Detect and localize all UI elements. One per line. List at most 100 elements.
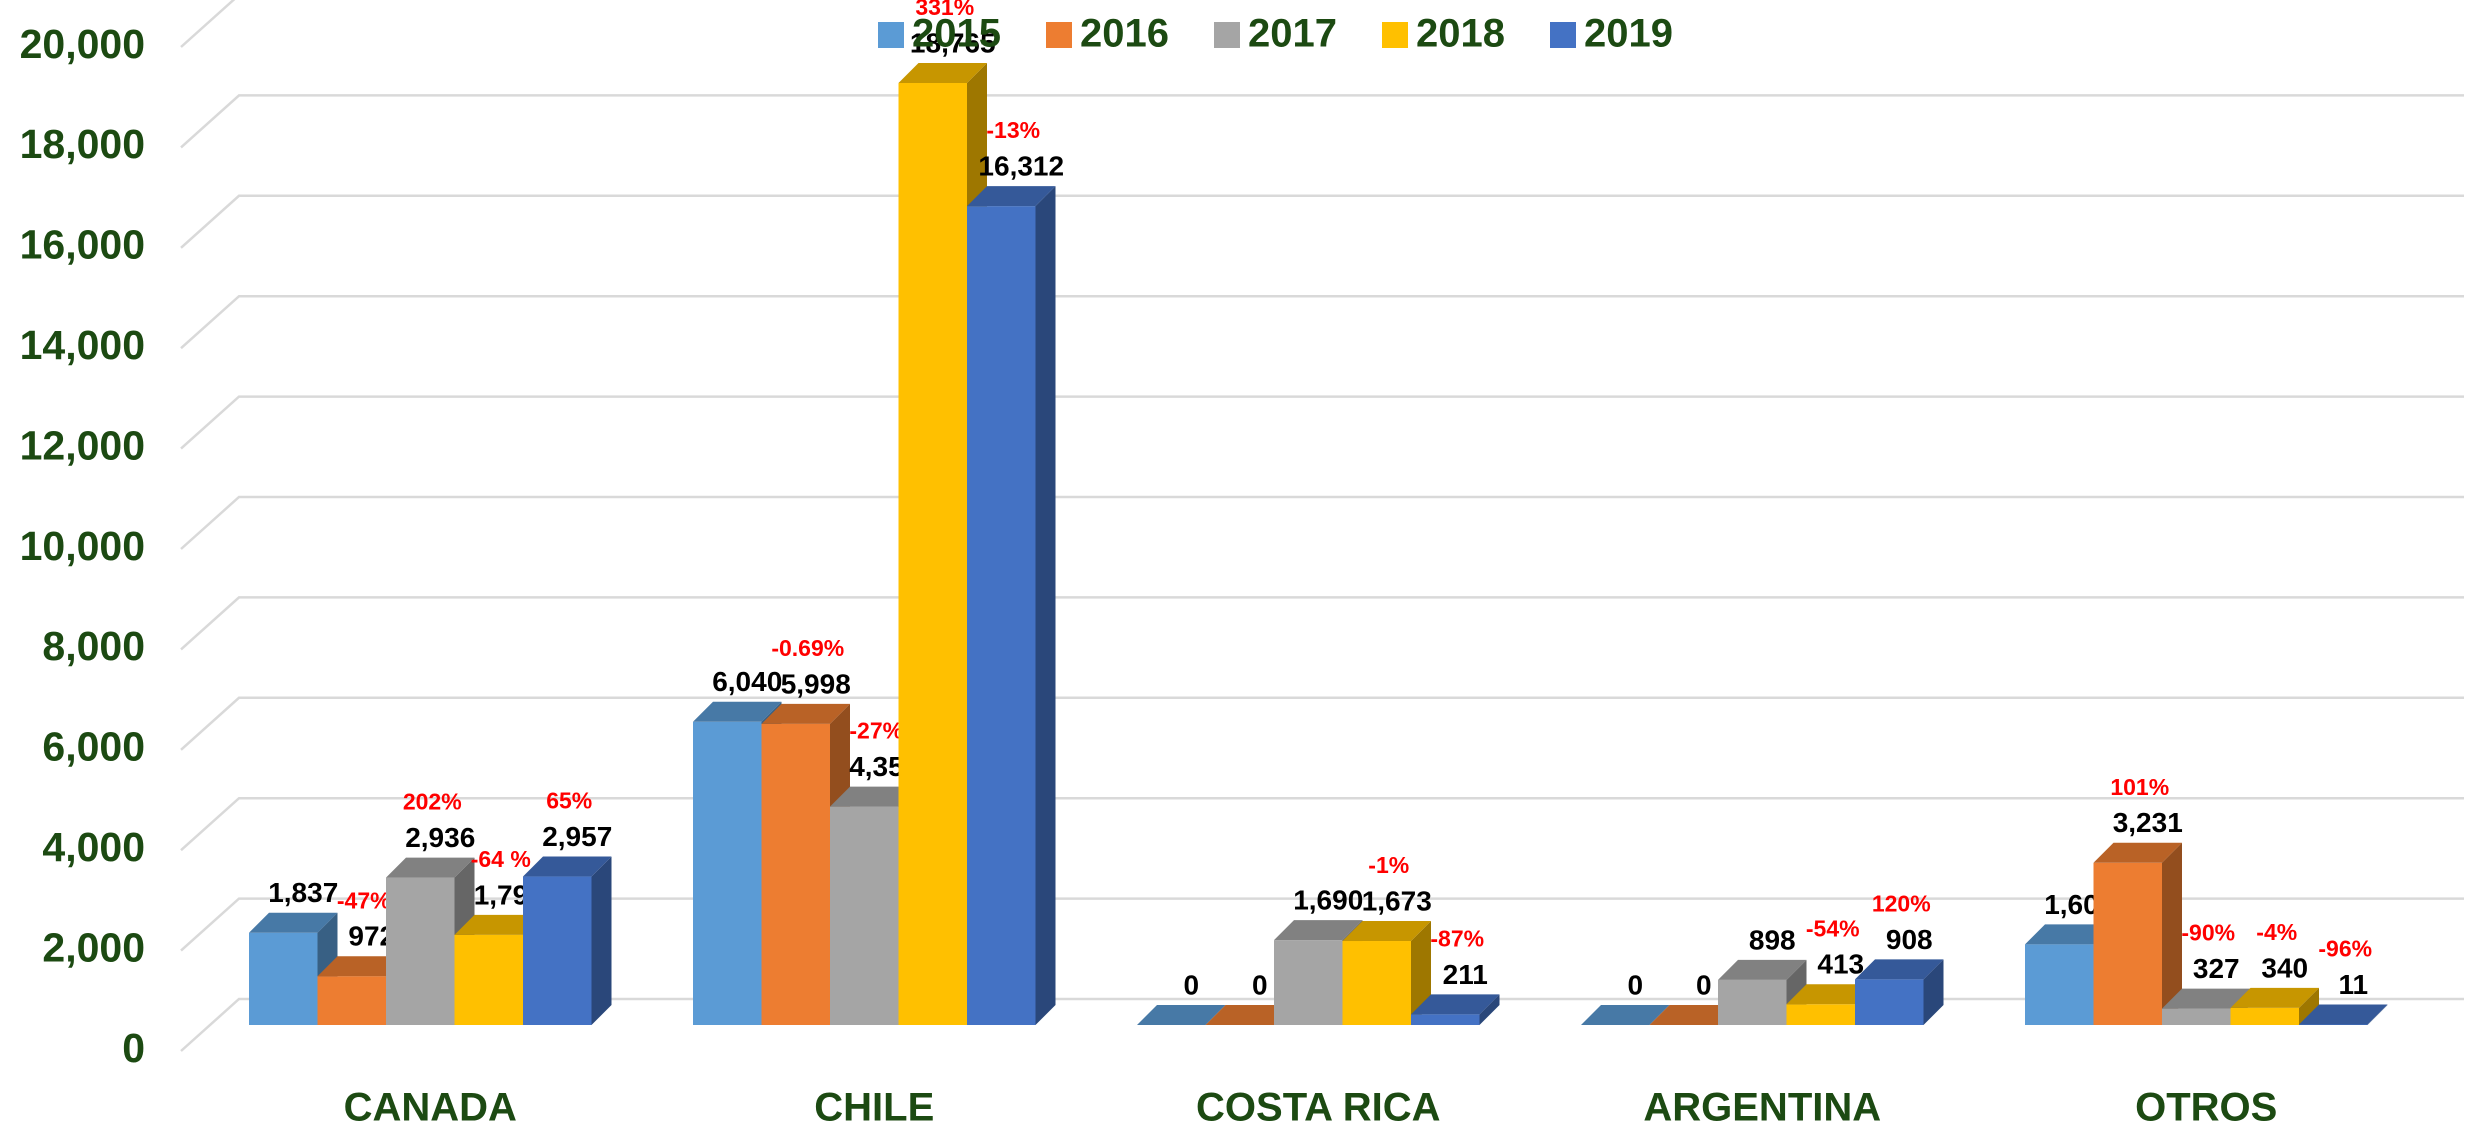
y-tick-label: 6,000 <box>42 724 145 770</box>
bar-top <box>1342 921 1431 942</box>
value-label: 16,312 <box>978 151 1064 182</box>
value-label: 1,673 <box>1362 885 1432 916</box>
bar-top <box>1718 959 1807 980</box>
bar-front <box>386 877 455 1025</box>
y-tick-label: 8,000 <box>42 623 145 669</box>
change-label: 101% <box>2110 774 2169 800</box>
y-tick-label: 16,000 <box>20 222 145 268</box>
bar-top <box>2093 842 2182 863</box>
change-label: -47% <box>337 887 391 913</box>
legend-swatch <box>1214 22 1240 48</box>
change-label: -1% <box>1368 852 1409 878</box>
bar-side <box>1479 994 1500 1025</box>
bar-front <box>1786 1004 1855 1025</box>
value-label: 0 <box>1183 969 1199 1000</box>
y-tick-label: 4,000 <box>42 824 145 870</box>
value-label: 1,690 <box>1293 885 1363 916</box>
grid-line <box>180 395 2464 450</box>
grid-line <box>180 194 2464 249</box>
bar-front <box>1855 979 1924 1025</box>
bar-top <box>386 857 475 878</box>
x-tick-label: COSTA RICA <box>1196 1086 1440 1130</box>
bar-top <box>1205 1005 1294 1025</box>
change-label: -13% <box>986 117 1040 143</box>
bar-top <box>967 186 1056 207</box>
x-tick-label: ARGENTINA <box>1643 1086 1881 1130</box>
bar-top <box>317 956 406 977</box>
value-label: 6,040 <box>712 666 782 697</box>
bar-front <box>693 721 762 1025</box>
bar-front <box>761 723 830 1025</box>
change-label: 65% <box>546 788 592 814</box>
bar-top <box>454 914 543 935</box>
bar-side <box>2162 842 2182 1025</box>
bar-top <box>249 912 338 933</box>
y-tick-label: 2,000 <box>42 924 145 970</box>
value-label: 2,936 <box>405 822 475 853</box>
bar-front <box>249 932 318 1025</box>
value-label: 5,998 <box>781 668 851 699</box>
grid-line <box>180 495 2464 550</box>
value-label: 211 <box>1443 959 1488 990</box>
change-label: -90% <box>2181 920 2235 946</box>
bar-top <box>1137 1005 1226 1025</box>
value-label: 0 <box>1627 969 1643 1000</box>
grid-line <box>180 897 2464 952</box>
change-label: 120% <box>1872 890 1931 916</box>
change-label: -87% <box>1430 925 1484 951</box>
bar-front <box>2093 862 2162 1025</box>
bar-front <box>523 876 592 1025</box>
y-tick-label: 18,000 <box>20 121 145 167</box>
value-label: 340 <box>2261 952 2308 983</box>
bar-front <box>1411 1014 1480 1025</box>
x-tick-label: CHILE <box>814 1086 934 1130</box>
grid-line <box>180 596 2464 651</box>
bar-top <box>1581 1005 1670 1025</box>
bar-front <box>1342 941 1411 1025</box>
change-label: -96% <box>2318 936 2372 962</box>
bar-top <box>761 703 850 724</box>
value-label: 0 <box>1252 969 1268 1000</box>
bar-side <box>1411 921 1431 1025</box>
y-tick-label: 20,000 <box>20 21 145 67</box>
grid-line <box>180 294 2464 350</box>
bar-side <box>2299 987 2319 1025</box>
value-label: 2,957 <box>542 821 612 852</box>
y-tick-label: 0 <box>122 1025 145 1071</box>
legend-label: 2016 <box>1080 12 1169 56</box>
value-label: 413 <box>1817 949 1864 980</box>
bar-front <box>2162 1008 2231 1025</box>
bar-top <box>898 62 987 83</box>
bar-front <box>898 82 967 1025</box>
bar-side <box>1923 959 1944 1025</box>
value-label: 18,765 <box>910 27 996 58</box>
x-tick-label: CANADA <box>344 1086 517 1130</box>
bar-front <box>317 976 386 1025</box>
grid-line <box>180 0 236 48</box>
legend-swatch <box>1046 22 1072 48</box>
grid-line <box>180 696 2464 751</box>
bar-front <box>967 206 1036 1026</box>
value-label: 898 <box>1749 924 1796 955</box>
change-label: -4% <box>2256 919 2297 945</box>
value-label: 3,231 <box>2113 807 2183 838</box>
y-tick-label: 14,000 <box>20 322 145 368</box>
bar-top <box>1274 920 1363 941</box>
bar-top <box>693 701 782 722</box>
y-tick-label: 10,000 <box>20 523 145 569</box>
x-tick-label: OTROS <box>2135 1086 2277 1130</box>
legend-label: 2015 <box>912 12 1001 56</box>
change-label: -64 % <box>471 846 531 872</box>
bar-side <box>591 856 612 1025</box>
bar-top <box>1855 959 1944 980</box>
bar-front <box>2025 944 2094 1025</box>
bar-top <box>2162 988 2251 1009</box>
bar-front <box>1718 979 1787 1025</box>
bar-top <box>830 786 919 807</box>
bar-front <box>830 806 899 1025</box>
legend-swatch <box>1550 22 1576 48</box>
bar-front <box>2299 1024 2368 1025</box>
grid-line <box>180 94 2464 149</box>
y-tick-label: 12,000 <box>20 422 145 468</box>
change-label: -27% <box>849 718 903 744</box>
